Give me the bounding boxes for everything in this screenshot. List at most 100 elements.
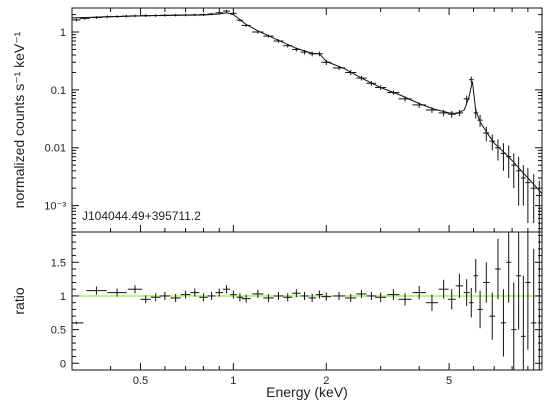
top-panel-content xyxy=(72,9,542,232)
top-y-tick-label: 0.01 xyxy=(45,143,66,155)
ratio-data-point xyxy=(127,285,143,294)
spectrum-data-point xyxy=(121,14,131,18)
ratio-data-point xyxy=(321,292,332,301)
spectrum-data-point xyxy=(469,76,474,84)
spectrum-data-point xyxy=(252,30,264,34)
spectrum-data-point xyxy=(438,109,449,117)
spectrum-data-point xyxy=(79,16,90,20)
ratio-data-point xyxy=(375,292,387,303)
ratio-data-point xyxy=(495,238,501,300)
ratio-data-point xyxy=(308,293,316,303)
spectrum-data-point xyxy=(170,13,181,17)
ratio-data-point xyxy=(455,273,464,298)
ratio-data-point xyxy=(315,290,323,299)
spectrum-data-point xyxy=(315,51,323,57)
bottom-y-tick-label: 1.5 xyxy=(51,257,66,269)
top-y-tick-label: 1 xyxy=(60,27,66,39)
ratio-data-point xyxy=(511,282,517,370)
spectrum-data-point xyxy=(102,15,113,19)
spectrum-data-point xyxy=(477,114,483,127)
top-y-tick-label: 0.1 xyxy=(51,85,66,97)
spectrum-data-point xyxy=(530,174,537,224)
bottom-y-tick-label: 1 xyxy=(60,291,66,303)
ratio-data-point xyxy=(283,293,293,302)
ratio-data-point xyxy=(273,291,284,300)
ratio-data-point xyxy=(222,285,231,294)
spectrum-data-point xyxy=(332,65,346,71)
spectrum-data-point xyxy=(236,18,244,22)
spectrum-data-point xyxy=(140,14,151,17)
spectrum-data-point xyxy=(516,156,522,206)
spectrum-data-point xyxy=(112,15,122,18)
ratio-data-point xyxy=(159,291,170,300)
spectrum-data-point xyxy=(321,59,332,65)
bottom-y-tick-label: 0 xyxy=(60,358,66,370)
ratio-data-point xyxy=(345,293,357,303)
x-tick-label: 0.5 xyxy=(133,375,148,387)
ratio-data-point xyxy=(230,290,237,299)
ratio-data-point xyxy=(516,232,522,330)
spectrum-data-point xyxy=(506,145,512,179)
ratio-data-point xyxy=(447,289,456,310)
spectrum-data-point xyxy=(215,11,223,14)
bottom-y-tick-label: 0.5 xyxy=(51,325,66,337)
ratio-data-point xyxy=(366,291,377,300)
spectrum-data-point xyxy=(500,143,507,171)
spectrum-data-point xyxy=(521,165,526,206)
ratio-data-point xyxy=(170,293,181,303)
spectrum-data-point xyxy=(263,34,274,38)
ratio-data-point xyxy=(489,292,496,340)
ratio-data-point xyxy=(483,262,490,303)
spectrum-data-point xyxy=(525,167,531,224)
ratio-data-point xyxy=(236,293,244,302)
ratio-data-point xyxy=(140,295,151,304)
ratio-data-point xyxy=(438,279,449,299)
spectrum-data-point xyxy=(159,13,170,17)
spectrum-data-point xyxy=(180,13,191,17)
ratio-data-point xyxy=(500,289,507,357)
ratio-data-point xyxy=(530,248,537,370)
spectrum-data-point xyxy=(387,90,400,95)
spectrum-data-point xyxy=(222,9,231,13)
ratio-data-point xyxy=(190,288,200,297)
spectrum-data-point xyxy=(90,16,103,19)
x-axis-title: Energy (keV) xyxy=(266,384,348,400)
top-y-axis-title: normalized counts s⁻¹ keV⁻¹ xyxy=(11,31,27,208)
spectrum-data-point xyxy=(447,111,456,118)
ratio-data-point xyxy=(412,285,426,300)
top-panel-ticks: 1 0.1 0.01 10⁻³ xyxy=(44,14,542,230)
ratio-data-point xyxy=(86,286,107,295)
spectrum-data-point xyxy=(292,47,301,52)
spectrum-data-point xyxy=(345,70,357,76)
top-y-tick-label: 10⁻³ xyxy=(44,201,66,213)
top-panel-frame xyxy=(71,7,543,233)
ratio-data-point xyxy=(387,289,400,300)
ratio-data-point xyxy=(473,258,478,293)
ratio-data-point xyxy=(107,288,127,297)
ratio-data-point xyxy=(525,232,531,350)
model-line xyxy=(72,12,542,195)
spectrum-data-point xyxy=(199,13,208,16)
spectrum-data-point xyxy=(130,14,140,18)
ratio-data-point xyxy=(207,291,216,300)
spectrum-data-point xyxy=(207,12,216,16)
spectrum-data-point xyxy=(283,44,293,48)
spectrum-data-point xyxy=(300,49,309,55)
spectrum-data-point xyxy=(455,109,464,117)
ratio-data-point xyxy=(292,289,301,298)
spectrum-data-point xyxy=(190,13,200,17)
ratio-data-point xyxy=(477,290,483,329)
x-tick-label: 2 xyxy=(323,375,329,387)
ratio-data-point xyxy=(425,294,439,311)
x-tick-label: 5 xyxy=(446,375,452,387)
ratio-data-point xyxy=(398,293,412,306)
ratio-data-point xyxy=(199,293,208,302)
spectrum-data-point xyxy=(511,153,517,189)
spectrum-data-point xyxy=(366,81,377,86)
ratio-data-point xyxy=(300,291,309,300)
spectrum-data-point xyxy=(273,39,284,43)
spectrum-data-point xyxy=(425,107,439,113)
spectrum-data-point xyxy=(356,75,367,81)
ratio-data-point xyxy=(241,294,251,303)
ratio-data-point xyxy=(252,289,264,298)
